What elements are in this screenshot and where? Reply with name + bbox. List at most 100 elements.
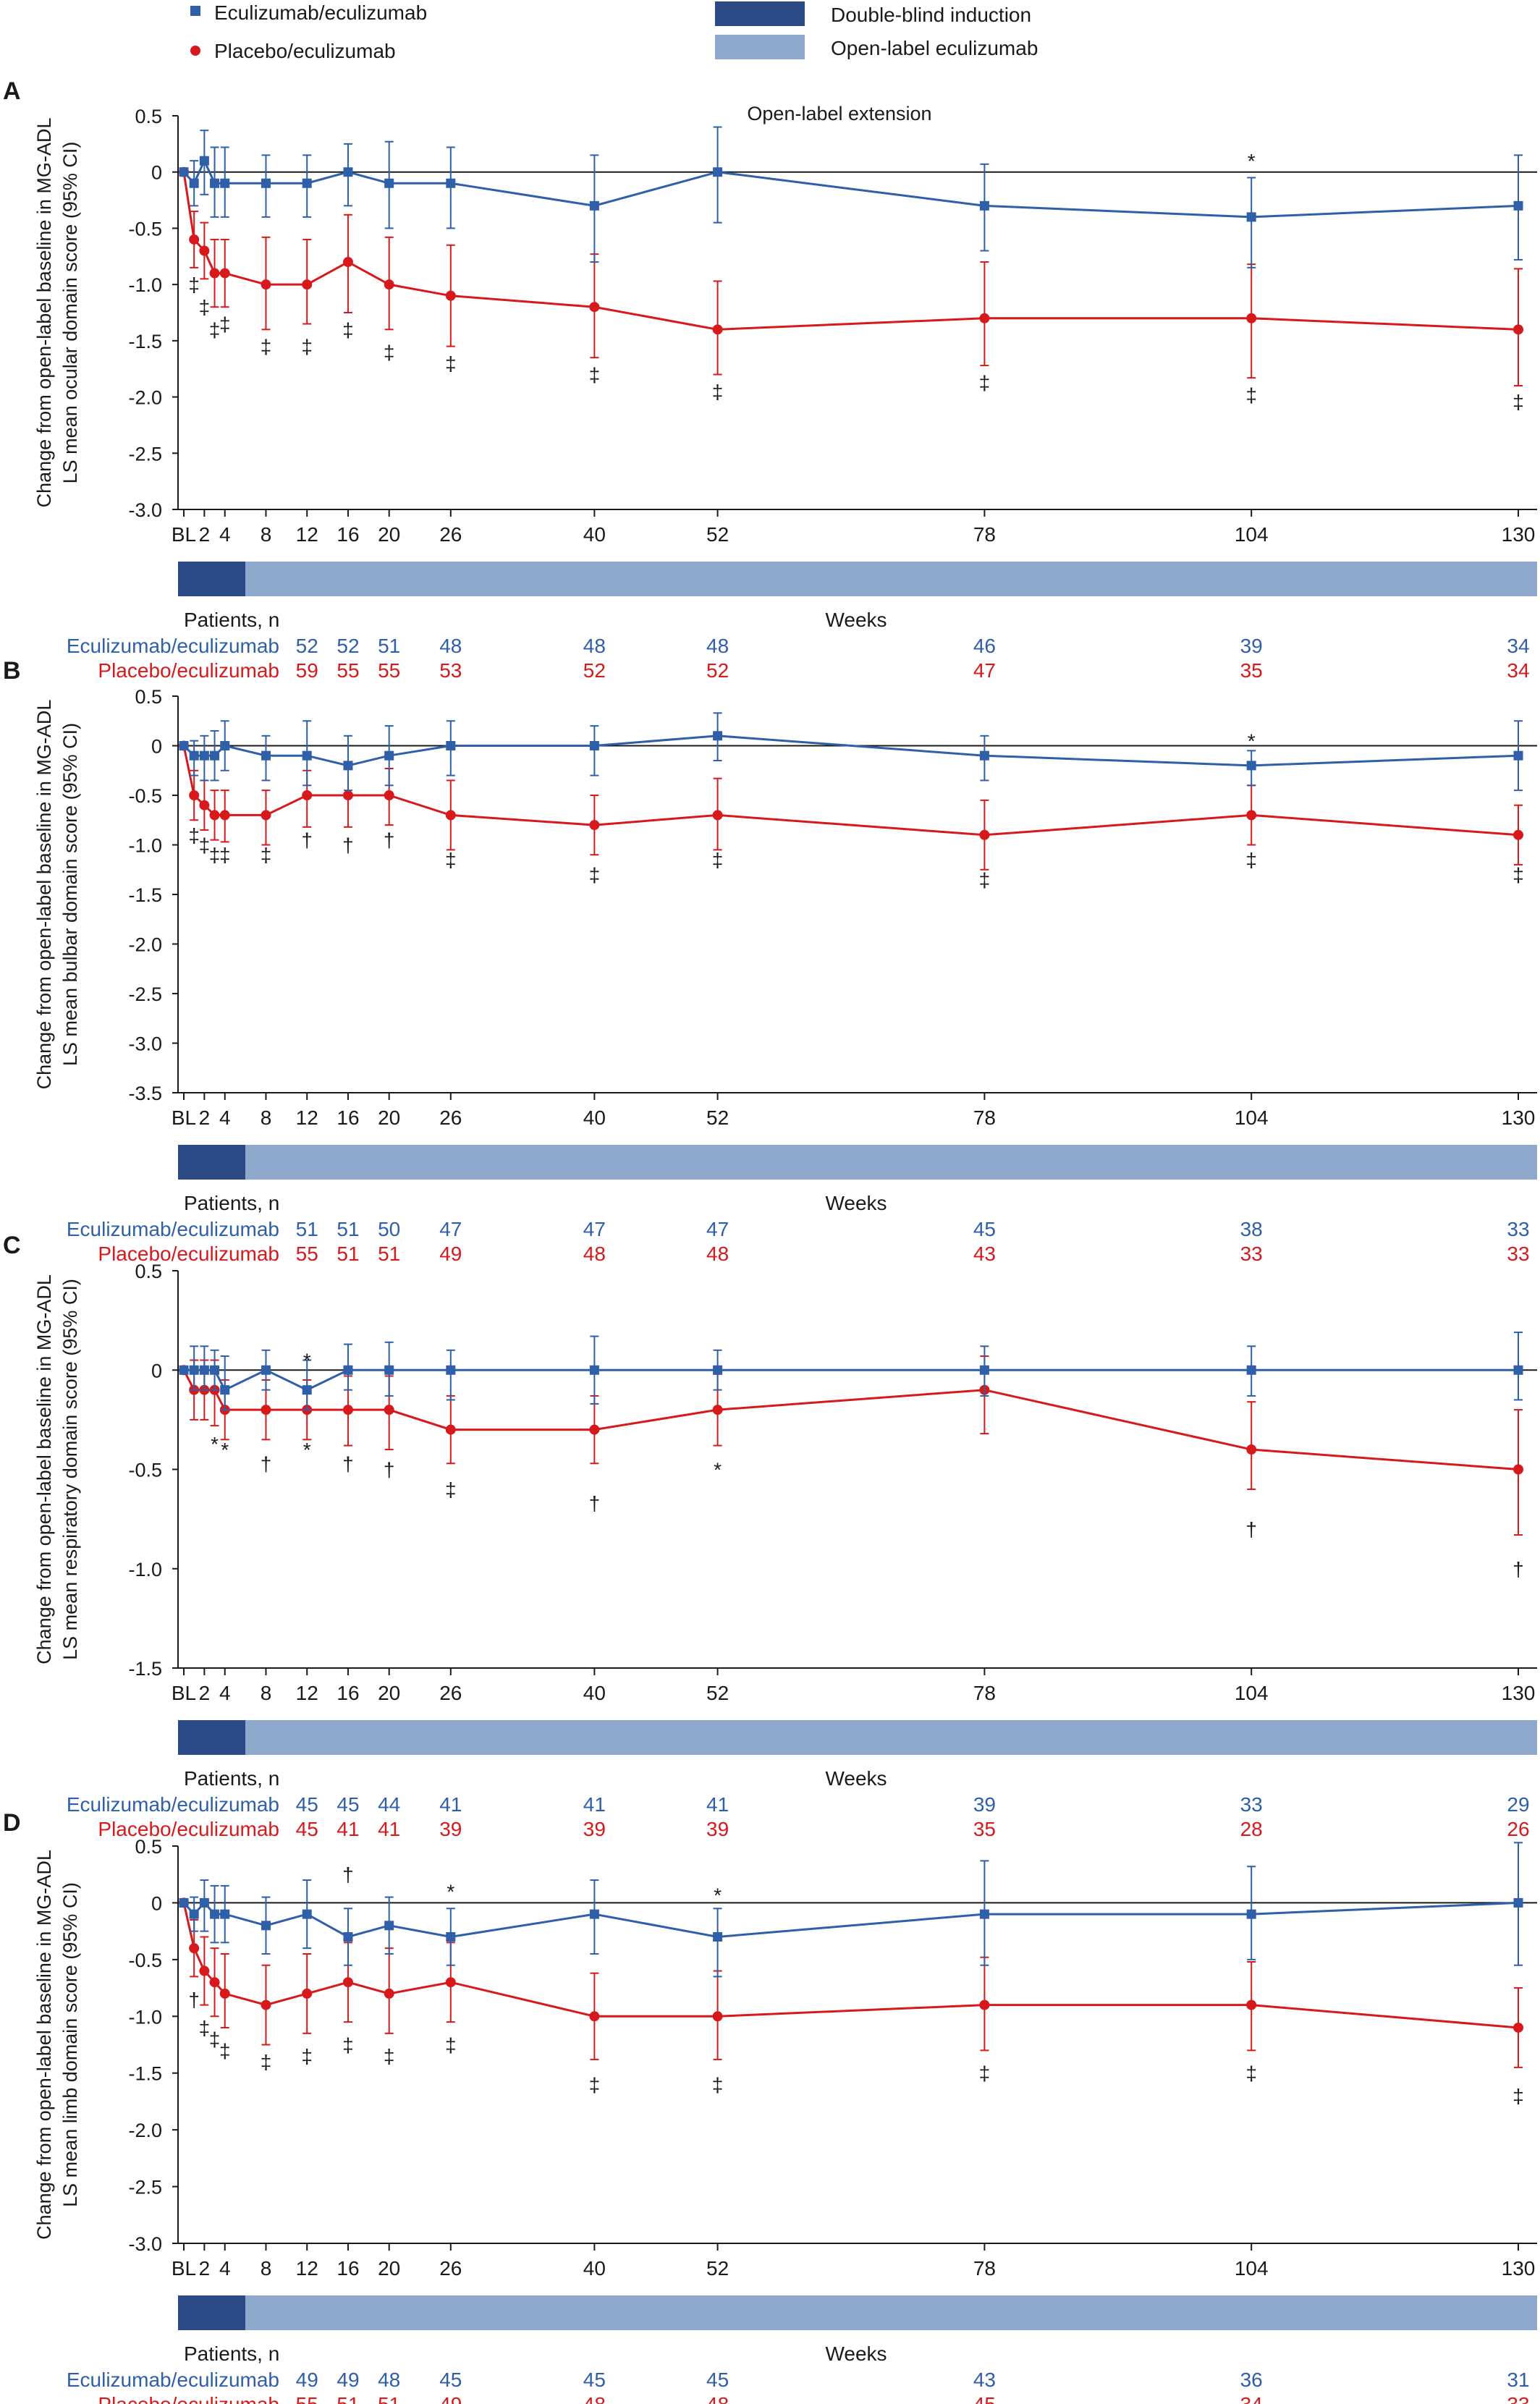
patient-count-ecu: 33	[1507, 1218, 1529, 1240]
patient-count-ecu: 29	[1507, 1793, 1529, 1816]
patients-label: Patients, n	[184, 2342, 279, 2365]
data-point-pbo	[199, 245, 210, 256]
patient-count-pbo: 35	[973, 1818, 996, 1840]
data-point-ecu	[589, 200, 599, 211]
series-line	[182, 158, 1519, 219]
x-tick-label: 8	[261, 1106, 272, 1129]
y-axis-label: LS mean bulbar domain score (95% CI)	[59, 723, 81, 1066]
patient-count-ecu: 51	[378, 635, 400, 657]
open-label-bar	[245, 1720, 1538, 1755]
data-point-pbo	[445, 1424, 456, 1435]
patients-row-label-pbo: Placebo/eculizumab	[98, 1243, 279, 1265]
y-tick-label: -1.5	[128, 1658, 162, 1680]
significance-marker: ‡	[445, 1478, 457, 1501]
patient-count-pbo: 35	[1240, 659, 1263, 682]
open-label-extension-label: Open-label extension	[747, 103, 931, 124]
patient-count-pbo: 48	[583, 2393, 606, 2404]
y-tick-label: -1.5	[128, 331, 162, 352]
significance-marker: ‡	[445, 2034, 457, 2057]
patient-count-pbo: 28	[1240, 1818, 1263, 1840]
x-tick-label: 52	[706, 523, 729, 546]
data-point-ecu	[343, 761, 353, 771]
data-point-ecu	[210, 178, 220, 188]
x-tick-label: 104	[1235, 1682, 1269, 1704]
data-point-pbo	[384, 1405, 394, 1415]
data-point-ecu	[979, 200, 989, 211]
patient-count-ecu: 45	[706, 2369, 729, 2391]
data-point-ecu	[189, 1365, 199, 1375]
data-point-pbo	[209, 810, 220, 821]
data-point-pbo	[712, 1405, 723, 1415]
patient-count-pbo: 51	[378, 2393, 400, 2404]
data-point-ecu	[713, 1931, 723, 1942]
x-axis-title: Weeks	[825, 2342, 887, 2365]
series-pbo	[179, 1355, 1523, 1536]
y-tick-label: 0	[151, 736, 162, 758]
significance-marker: ‡	[301, 336, 313, 358]
data-point-pbo	[384, 1988, 394, 1999]
panel-letter: A	[3, 77, 21, 105]
x-axis-title: Weeks	[825, 609, 887, 631]
double-blind-bar	[178, 1720, 246, 1755]
patient-count-pbo: 39	[439, 1818, 462, 1840]
patient-count-pbo: 26	[1507, 1818, 1529, 1840]
x-tick-label: 40	[583, 1682, 606, 1704]
series-pbo	[179, 1897, 1523, 2068]
patient-count-ecu: 51	[337, 1218, 359, 1240]
patient-count-ecu: 41	[439, 1793, 462, 1816]
x-tick-label: 16	[337, 1682, 359, 1704]
significance-marker: †	[384, 1459, 395, 1481]
data-point-ecu	[713, 167, 723, 177]
patient-count-ecu: 44	[378, 1793, 400, 1816]
series-line	[182, 1903, 1519, 2029]
x-tick-label: 4	[219, 523, 231, 546]
data-point-ecu	[199, 1897, 209, 1908]
y-axis-label: Change from open-label baseline in MG-AD…	[33, 1850, 55, 2240]
significance-marker: ‡	[261, 336, 272, 358]
x-tick-label: 16	[337, 523, 359, 546]
significance-marker: ‡	[384, 341, 395, 363]
y-tick-label: 0.5	[135, 106, 162, 127]
patients-row-label-pbo: Placebo/eculizumab	[98, 659, 279, 682]
series-pbo	[179, 166, 1523, 387]
x-tick-label: 26	[439, 1106, 462, 1129]
x-tick-label: 12	[296, 523, 318, 546]
x-tick-label: 4	[219, 1106, 231, 1129]
significance-marker: *	[303, 1439, 311, 1461]
x-tick-label: 40	[583, 2257, 606, 2280]
x-tick-label: 130	[1502, 523, 1536, 546]
data-point-ecu	[220, 1385, 230, 1395]
patient-count-ecu: 38	[1240, 1218, 1263, 1240]
panel-letter: C	[3, 1232, 21, 1259]
data-point-ecu	[1246, 761, 1256, 771]
data-point-ecu	[384, 178, 394, 188]
significance-marker: ‡	[445, 352, 457, 375]
x-tick-label: 12	[296, 2257, 318, 2280]
data-point-pbo	[219, 1988, 230, 1999]
significance-marker: †	[301, 829, 313, 852]
significance-marker: *	[303, 1350, 311, 1372]
patient-count-ecu: 41	[583, 1793, 606, 1816]
x-tick-label: BL	[172, 2257, 196, 2280]
patient-count-pbo: 33	[1507, 1243, 1529, 1265]
data-point-ecu	[1513, 1897, 1523, 1908]
y-axis-label: Change from open-label baseline in MG-AD…	[33, 700, 55, 1090]
series-line	[184, 1368, 1518, 1392]
data-point-pbo	[1513, 324, 1523, 335]
data-point-ecu	[1513, 1365, 1523, 1375]
data-point-ecu	[446, 741, 456, 750]
data-point-pbo	[979, 1999, 990, 2010]
data-point-ecu	[199, 156, 209, 166]
panel-letter: B	[3, 657, 21, 685]
x-tick-label: 2	[199, 2257, 211, 2280]
data-point-ecu	[261, 178, 271, 188]
x-axis-title: Weeks	[825, 1192, 887, 1214]
data-point-pbo	[1246, 1999, 1257, 2010]
significance-marker: ‡	[712, 849, 724, 871]
x-tick-label: 2	[199, 523, 211, 546]
data-point-pbo	[1513, 1464, 1523, 1475]
patient-count-ecu: 47	[706, 1218, 729, 1240]
patient-count-ecu: 36	[1240, 2369, 1263, 2391]
x-tick-label: 8	[261, 1682, 272, 1704]
